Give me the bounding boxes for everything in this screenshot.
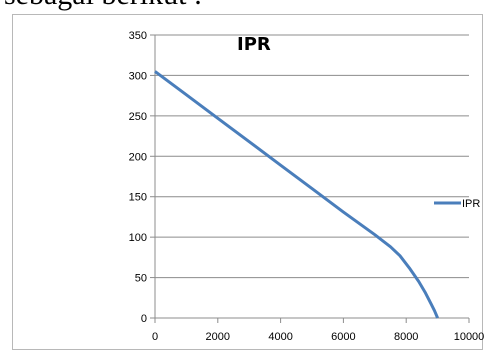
legend: IPR (434, 198, 480, 210)
y-tick-label-3: 150 (129, 192, 147, 204)
legend-label-ipr: IPR (462, 198, 480, 210)
series-line-ipr (154, 70, 439, 319)
series-layer (154, 70, 439, 319)
chart-title: IPR (237, 34, 271, 55)
tick-label-layer: 0 50 100 150 200 250 300 350 0 2000 4000 6000 8000 10… (129, 30, 485, 343)
y-tick-label-6: 300 (129, 70, 147, 82)
grid-layer (155, 34, 469, 319)
x-tick-label-2: 4000 (268, 331, 292, 343)
axis-layer (150, 34, 470, 323)
x-tick-label-0: 0 (152, 331, 158, 343)
x-tick-label-1: 2000 (206, 331, 230, 343)
x-tick-label-4: 8000 (394, 331, 418, 343)
y-tick-label-5: 250 (129, 111, 147, 123)
y-tick-label-0: 0 (141, 313, 147, 325)
x-tick-label-3: 6000 (331, 331, 355, 343)
x-tick-label-5: 10000 (454, 331, 485, 343)
y-tick-label-2: 100 (129, 232, 147, 244)
y-tick-label-7: 350 (129, 30, 147, 42)
y-tick-label-4: 200 (129, 151, 147, 163)
heading-fragment: sebagai berikut : (4, 0, 202, 10)
y-tick-label-1: 50 (135, 273, 147, 285)
